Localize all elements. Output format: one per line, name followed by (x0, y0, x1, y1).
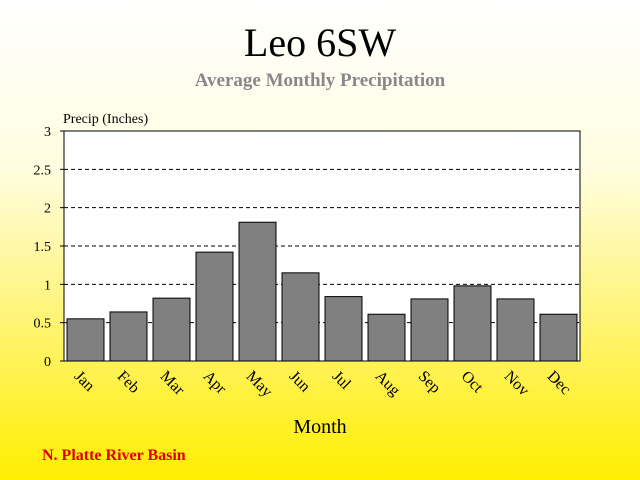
y-tick-label: 2.5 (34, 163, 52, 178)
bar (453, 285, 492, 362)
x-tick-label: Aug (372, 368, 404, 400)
y-tick-label: 1.5 (34, 240, 52, 255)
y-tick-label: 2 (44, 202, 51, 217)
bar (238, 221, 277, 362)
grid-lines (64, 168, 580, 324)
x-axis-label: Month (293, 416, 346, 438)
x-tick-label: Dec (544, 368, 574, 398)
bar (281, 272, 320, 362)
chart-title: Leo 6SW (244, 20, 396, 65)
x-tick-label: Apr (200, 368, 230, 398)
y-axis-label: Precip (Inches) (63, 112, 148, 127)
bar (539, 313, 578, 362)
y-tick-label: 1 (44, 278, 51, 293)
bar (195, 251, 234, 362)
x-tick-label: Jun (286, 368, 314, 396)
y-tick-label: 3 (44, 125, 51, 140)
x-tick-label: Oct (458, 368, 487, 397)
y-tick-label: 0 (44, 355, 51, 370)
bar (152, 297, 191, 362)
x-tick-label: Jan (71, 368, 98, 395)
y-tick-label: 0.5 (34, 317, 52, 332)
bar (496, 298, 535, 362)
bar (367, 313, 406, 362)
x-tick-label: Mar (157, 368, 188, 399)
chart-subtitle: Average Monthly Precipitation (195, 70, 446, 91)
bar (66, 318, 105, 362)
bar (410, 298, 449, 362)
x-tick-label: May (243, 368, 276, 401)
bar (109, 311, 148, 362)
x-category-labels: Jan Feb Mar Apr May Jun Jul Aug Sep Oct Nov Dec (71, 368, 574, 401)
bar (324, 296, 363, 362)
x-tick-label: Nov (501, 368, 533, 400)
x-tick-label: Sep (415, 368, 444, 397)
bars (66, 221, 578, 362)
y-ticks: 0 0.5 1 1.5 2 2.5 3 (34, 125, 64, 370)
x-tick-label: Jul (329, 368, 355, 394)
x-tick-label: Feb (114, 368, 143, 397)
footer-text: N. Platte River Basin (42, 447, 186, 464)
